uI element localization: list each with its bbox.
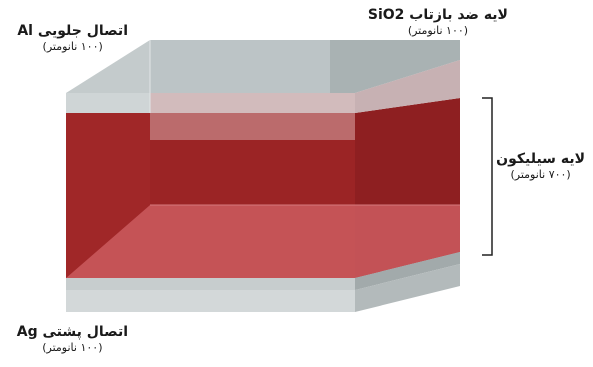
silicon-layer-thickness: (۷۰۰ نانومتر): [510, 168, 571, 181]
top-layers: [66, 40, 460, 140]
back-contact-strip: [66, 252, 460, 312]
arc-layer-title: لایه ضد بازتاب SiO2: [367, 7, 508, 23]
silicon-layer-label: لایه سیلیکون (۷۰۰ نانومتر): [496, 150, 585, 182]
front-contact-label: اتصال جلویی Al (۱۰۰ نانومتر): [17, 22, 128, 54]
silicon-layer-title: لایه سیلیکون: [496, 151, 585, 167]
arc-layer-label: لایه ضد بازتاب SiO2 (۱۰۰ نانومتر): [368, 6, 508, 38]
front-contact-title: اتصال جلویی Al: [17, 23, 128, 39]
back-contact-thickness: (۱۰۰ نانومتر): [42, 341, 103, 354]
back-contact-title: اتصال پشتی Ag: [16, 324, 128, 340]
silicon-layer-block: [66, 98, 460, 278]
front-contact-thickness: (۱۰۰ نانومتر): [42, 40, 103, 53]
back-contact-label: اتصال پشتی Ag (۱۰۰ نانومتر): [17, 323, 128, 355]
arc-layer-thickness: (۱۰۰ نانومتر): [407, 24, 469, 37]
silicon-thickness-bracket: [482, 97, 493, 256]
